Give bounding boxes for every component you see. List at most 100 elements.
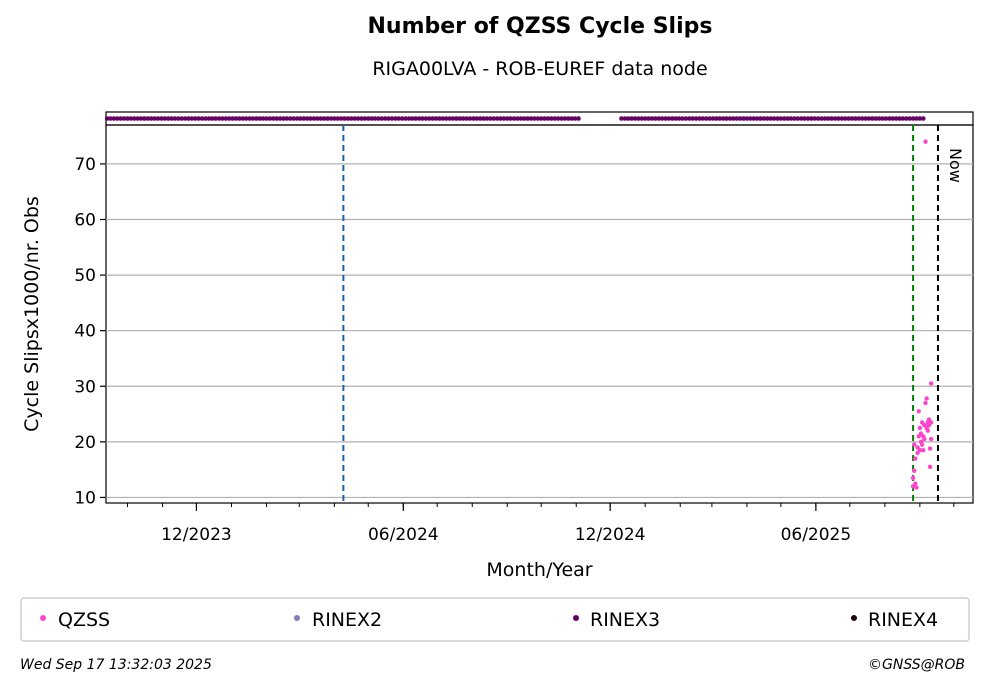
rinex3-availability-dot [348, 116, 354, 121]
rinex3-availability-dot [768, 116, 773, 121]
rinex3-availability-dot [805, 116, 811, 121]
legend-marker-qzss [40, 615, 46, 621]
rinex3-availability-dot [467, 116, 473, 121]
rinex3-availability-dot [216, 116, 222, 121]
rinex3-availability-dot [396, 116, 402, 121]
rinex3-availability-dot [376, 116, 381, 121]
y-tick-label: 30 [74, 377, 96, 397]
rinex3-availability-dot [247, 116, 252, 121]
rinex3-availability-dot [690, 116, 695, 121]
rinex3-availability-dot [717, 116, 723, 121]
rinex3-availability-dot [549, 116, 554, 121]
rinex3-availability-dot [508, 116, 513, 121]
rinex3-availability-dot [552, 116, 558, 121]
rinex3-availability-dot [287, 116, 293, 121]
rinex3-availability-dot [206, 116, 212, 121]
availability-strip [104, 116, 926, 121]
rinex3-availability-dot [393, 116, 398, 121]
rinex3-availability-dot [172, 116, 178, 121]
rinex3-availability-dot [826, 116, 831, 121]
rinex3-availability-dot [131, 116, 137, 121]
rinex3-availability-dot [192, 116, 198, 121]
rinex3-availability-dot [213, 116, 218, 121]
rinex3-availability-dot [138, 116, 144, 121]
rinex3-availability-dot [162, 116, 168, 121]
rinex3-availability-dot [819, 116, 824, 121]
data-point-qzss [914, 485, 919, 490]
rinex3-availability-dot [328, 116, 334, 121]
rinex3-availability-dot [754, 116, 760, 121]
rinex3-availability-dot [203, 116, 208, 121]
now-label: Now [946, 148, 965, 183]
rinex3-availability-dot [318, 116, 324, 121]
legend-label-rinex4: RINEX4 [868, 609, 938, 631]
rinex3-availability-dot [642, 116, 648, 121]
rinex3-availability-dot [121, 116, 127, 121]
rinex3-availability-dot [778, 116, 784, 121]
chart-subtitle: RIGA00LVA - ROB-EUREF data node [372, 58, 708, 80]
rinex3-availability-dot [680, 116, 685, 121]
rinex3-availability-dot [798, 116, 804, 121]
rinex3-availability-dot [842, 116, 848, 121]
rinex3-availability-dot [477, 116, 483, 121]
rinex3-availability-dot [737, 116, 743, 121]
rinex3-availability-dot [420, 116, 425, 121]
rinex3-availability-dot [416, 116, 422, 121]
rinex3-availability-dot [338, 116, 344, 121]
rinex3-availability-dot [535, 116, 541, 121]
rinex3-availability-dot [676, 116, 682, 121]
rinex3-availability-dot [437, 116, 442, 121]
rinex3-availability-dot [788, 116, 794, 121]
rinex3-availability-dot [365, 116, 371, 121]
rinex3-availability-dot [169, 116, 174, 121]
rinex3-availability-dot [342, 116, 347, 121]
rinex3-availability-dot [785, 116, 790, 121]
rinex3-availability-dot [284, 116, 290, 121]
rinex3-availability-dot [859, 116, 865, 121]
y-tick-label: 50 [74, 266, 96, 286]
data-point-qzss [922, 436, 927, 442]
rinex3-availability-dot [846, 116, 851, 121]
data-point-qzss [923, 139, 928, 144]
rinex3-availability-dot [264, 116, 269, 121]
rinex3-availability-dot [315, 116, 320, 121]
rinex3-availability-dot [832, 116, 838, 121]
rinex3-availability-dot [792, 116, 797, 121]
legend-marker-rinex3 [573, 615, 579, 621]
legend-item-rinex3: RINEX3 [573, 609, 660, 631]
rinex3-availability-dot [491, 116, 497, 121]
rinex3-availability-dot [883, 116, 889, 121]
plot-area-frame [105, 124, 974, 504]
rinex3-availability-dot [625, 116, 631, 121]
data-point-qzss [928, 436, 934, 442]
rinex3-availability-dot [345, 116, 351, 121]
rinex3-availability-dot [629, 116, 634, 121]
y-axis-label: Cycle Slipsx1000/nr. Obs [21, 196, 43, 432]
legend-label-rinex3: RINEX3 [590, 609, 660, 631]
data-point-qzss [913, 456, 918, 461]
rinex3-availability-dot [663, 116, 668, 121]
rinex3-availability-dot [471, 116, 476, 121]
rinex3-availability-dot [863, 116, 868, 121]
data-point-qzss [917, 425, 923, 431]
rinex3-availability-dot [118, 116, 123, 121]
rinex3-availability-dot [176, 116, 181, 121]
rinex3-availability-dot [277, 116, 283, 121]
rinex3-availability-dot [389, 116, 395, 121]
rinex3-availability-dot [720, 116, 726, 121]
rinex3-availability-dot [659, 116, 665, 121]
rinex3-availability-dot [304, 116, 310, 121]
legend-marker-rinex4 [851, 615, 857, 621]
rinex3-availability-dot [771, 116, 777, 121]
rinex3-availability-dot [559, 116, 564, 121]
legend-item-qzss: QZSS [40, 609, 110, 631]
rinex3-availability-dot [775, 116, 780, 121]
rinex3-availability-dot [741, 116, 746, 121]
rinex3-availability-dot [907, 116, 912, 121]
rinex3-availability-dot [569, 116, 575, 121]
rinex3-availability-dot [142, 116, 147, 121]
rinex3-availability-dot [532, 116, 537, 121]
rinex3-availability-dot [189, 116, 195, 121]
x-tick-label: 06/2024 [368, 525, 439, 545]
